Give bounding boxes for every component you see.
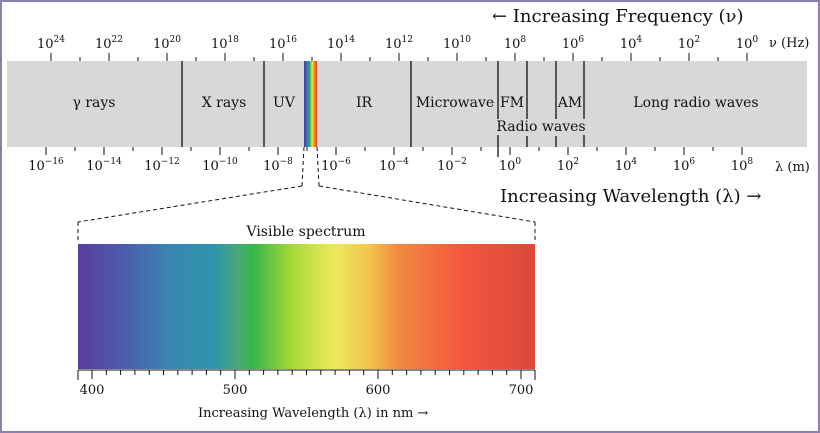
frequency-tick-label: 102	[677, 35, 701, 52]
wavelength-tick-label: 108	[730, 157, 754, 174]
frequency-ticks	[50, 53, 748, 61]
frequency-tick-label: 1018	[211, 35, 239, 52]
wavelength-axis-unit: λ (m)	[775, 160, 810, 175]
frequency-tick-label: 1010	[443, 35, 471, 52]
wavelength-tick-label: 10−14	[86, 157, 122, 174]
wavelength-tick-label: 10−8	[263, 157, 293, 174]
visible-tick-label: 600	[365, 383, 391, 398]
frequency-tick-label: 108	[503, 35, 527, 52]
band-gamma-rays: γ rays	[72, 95, 116, 111]
band-x-rays: X rays	[201, 95, 247, 111]
band-radio-waves: Radio waves	[496, 119, 586, 135]
visible-minor-ticks	[105, 370, 508, 375]
band-ir: IR	[355, 95, 373, 111]
frequency-axis-unit: ν (Hz)	[769, 36, 810, 51]
frequency-tick-label: 106	[561, 35, 585, 52]
wavelength-tick-label: 10−6	[321, 157, 351, 174]
frequency-axis-title: ← Increasing Frequency (ν)	[492, 6, 744, 27]
frequency-tick-label: 1016	[269, 35, 297, 52]
visible-tick-label: 700	[508, 383, 534, 398]
band-am: AM	[557, 95, 583, 111]
visible-spectrum-bar	[78, 244, 535, 369]
band-uv: UV	[273, 95, 295, 111]
frequency-tick-label: 1012	[385, 35, 413, 52]
visible-strip	[304, 61, 317, 147]
band-fm: FM	[499, 95, 525, 111]
wavelength-tick-label: 10−4	[379, 157, 409, 174]
frequency-tick-label: 1020	[153, 35, 181, 52]
band-background	[7, 61, 807, 147]
visible-tick-label: 400	[79, 383, 105, 398]
wavelength-tick-label: 10−12	[144, 157, 180, 174]
frequency-tick-label: 1022	[95, 35, 123, 52]
visible-tick-label: 500	[222, 383, 248, 398]
band-dividers	[181, 61, 585, 157]
band-long-radio-waves: Long radio waves	[633, 95, 759, 111]
visible-spectrum-title: Visible spectrum	[246, 224, 366, 240]
band-microwave: Microwave	[415, 95, 495, 111]
frequency-tick-label: 1024	[37, 35, 65, 52]
wavelength-tick-label: 10−16	[28, 157, 64, 174]
wavelength-tick-label: 102	[556, 157, 580, 174]
wavelength-tick-label: 106	[672, 157, 696, 174]
wavelength-tick-label: 10−10	[202, 157, 238, 174]
wavelength-tick-label: 100	[498, 157, 522, 174]
frequency-tick-label: 1014	[327, 35, 355, 52]
visible-axis-title: Increasing Wavelength (λ) in nm →	[198, 406, 429, 421]
wavelength-axis-title: Increasing Wavelength (λ) →	[500, 186, 762, 207]
frequency-tick-label: 100	[735, 35, 759, 52]
wavelength-ticks	[45, 147, 743, 155]
wavelength-tick-label: 104	[614, 157, 638, 174]
frequency-tick-label: 104	[619, 35, 643, 52]
zoom-lines	[77, 146, 536, 242]
wavelength-tick-label: 10−2	[437, 157, 467, 174]
